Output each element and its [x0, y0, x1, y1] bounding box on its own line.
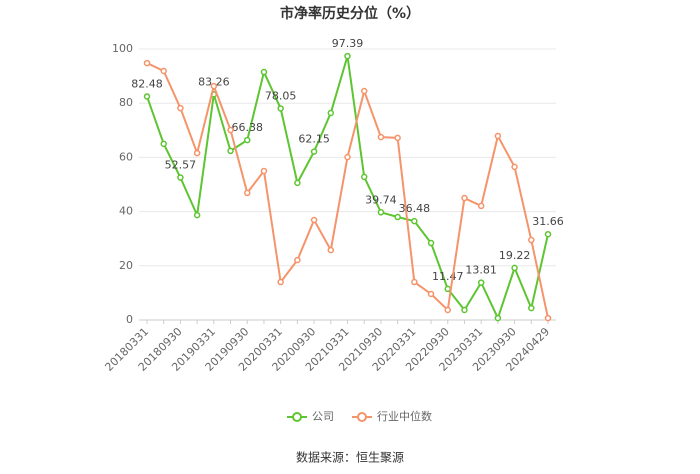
data-label: 19.22: [499, 249, 531, 262]
data-label: 13.81: [465, 264, 497, 277]
point: [344, 52, 351, 60]
source-note: 数据来源：恒生聚源: [296, 450, 404, 465]
point: [177, 104, 184, 112]
point: [477, 279, 485, 286]
point: [277, 278, 284, 286]
data-label: 36.48: [399, 202, 431, 215]
point: [160, 67, 167, 75]
point: [494, 314, 502, 322]
point: [377, 133, 385, 141]
point: [544, 230, 552, 238]
point: [327, 246, 335, 254]
series-line: [146, 62, 549, 319]
point: [277, 105, 284, 112]
point: [477, 202, 485, 210]
y-tick-label: 80: [119, 96, 133, 109]
point: [294, 179, 301, 187]
point: [377, 209, 385, 216]
data-label: 97.39: [332, 37, 364, 50]
point: [177, 174, 184, 181]
point: [260, 167, 268, 175]
point: [394, 213, 401, 221]
y-tick-label: 100: [112, 42, 133, 55]
series-line: [146, 55, 549, 321]
point: [427, 239, 435, 247]
y-tick-label: 0: [126, 313, 133, 326]
point: [143, 93, 151, 100]
point: [528, 304, 535, 312]
point: [227, 147, 234, 155]
point: [294, 256, 301, 264]
point: [461, 306, 468, 314]
point: [411, 217, 418, 225]
y-tick-label: 60: [119, 150, 133, 163]
point: [344, 153, 351, 161]
point: [511, 163, 518, 171]
data-label: 31.66: [532, 215, 564, 228]
y-tick-label: 20: [119, 259, 133, 272]
point: [193, 211, 201, 219]
legend-label: 行业中位数: [377, 409, 432, 423]
point: [244, 136, 251, 144]
data-label: 11.47: [432, 270, 464, 283]
point: [394, 134, 401, 142]
point: [143, 59, 151, 67]
point: [260, 68, 268, 76]
chart-title: 市净率历史分位（%）: [280, 5, 420, 22]
point: [494, 132, 502, 140]
point: [310, 216, 318, 224]
point: [411, 278, 418, 286]
data-label: 78.05: [265, 89, 297, 102]
point: [427, 290, 435, 298]
y-tick-label: 40: [119, 205, 133, 218]
legend-label: 公司: [312, 410, 334, 423]
point: [511, 264, 518, 272]
data-label: 62.15: [298, 133, 330, 146]
data-label: 52.57: [165, 159, 197, 172]
point: [461, 194, 468, 202]
point: [244, 189, 251, 197]
point: [544, 314, 552, 322]
point: [227, 126, 234, 134]
legend-marker: [292, 412, 302, 422]
point: [528, 236, 535, 244]
data-label: 83.26: [198, 75, 230, 88]
point: [360, 87, 368, 95]
point: [360, 173, 368, 181]
point: [310, 148, 318, 155]
data-label: 82.48: [131, 77, 163, 90]
legend-marker: [357, 412, 367, 422]
point: [327, 109, 335, 117]
data-label: 66.38: [232, 121, 264, 134]
data-label: 39.74: [365, 193, 397, 206]
point: [160, 140, 167, 148]
point: [444, 306, 451, 314]
point: [444, 285, 451, 293]
point: [210, 82, 218, 90]
point: [193, 149, 201, 157]
